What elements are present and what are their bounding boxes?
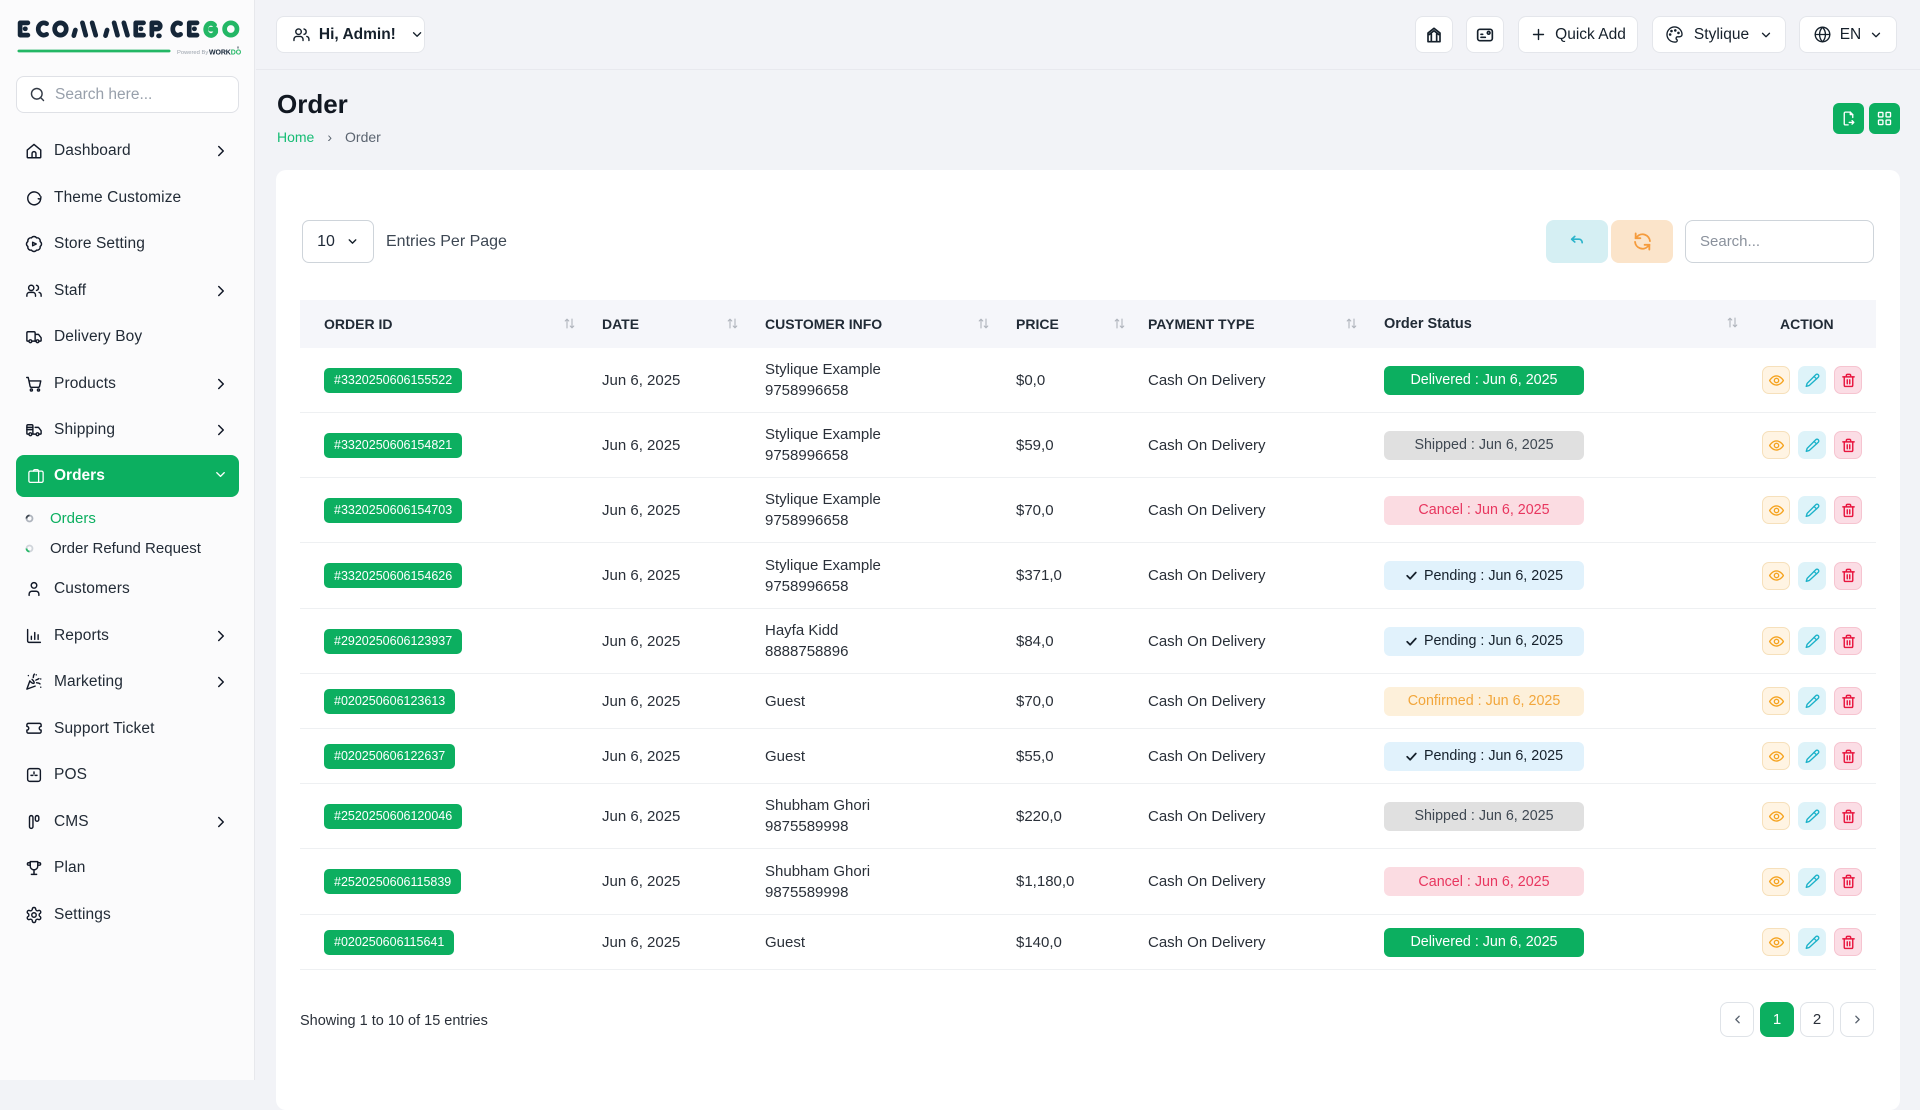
svg-text:WORKDO: WORKDO: [209, 50, 242, 57]
svg-text:Powered By: Powered By: [177, 50, 208, 56]
